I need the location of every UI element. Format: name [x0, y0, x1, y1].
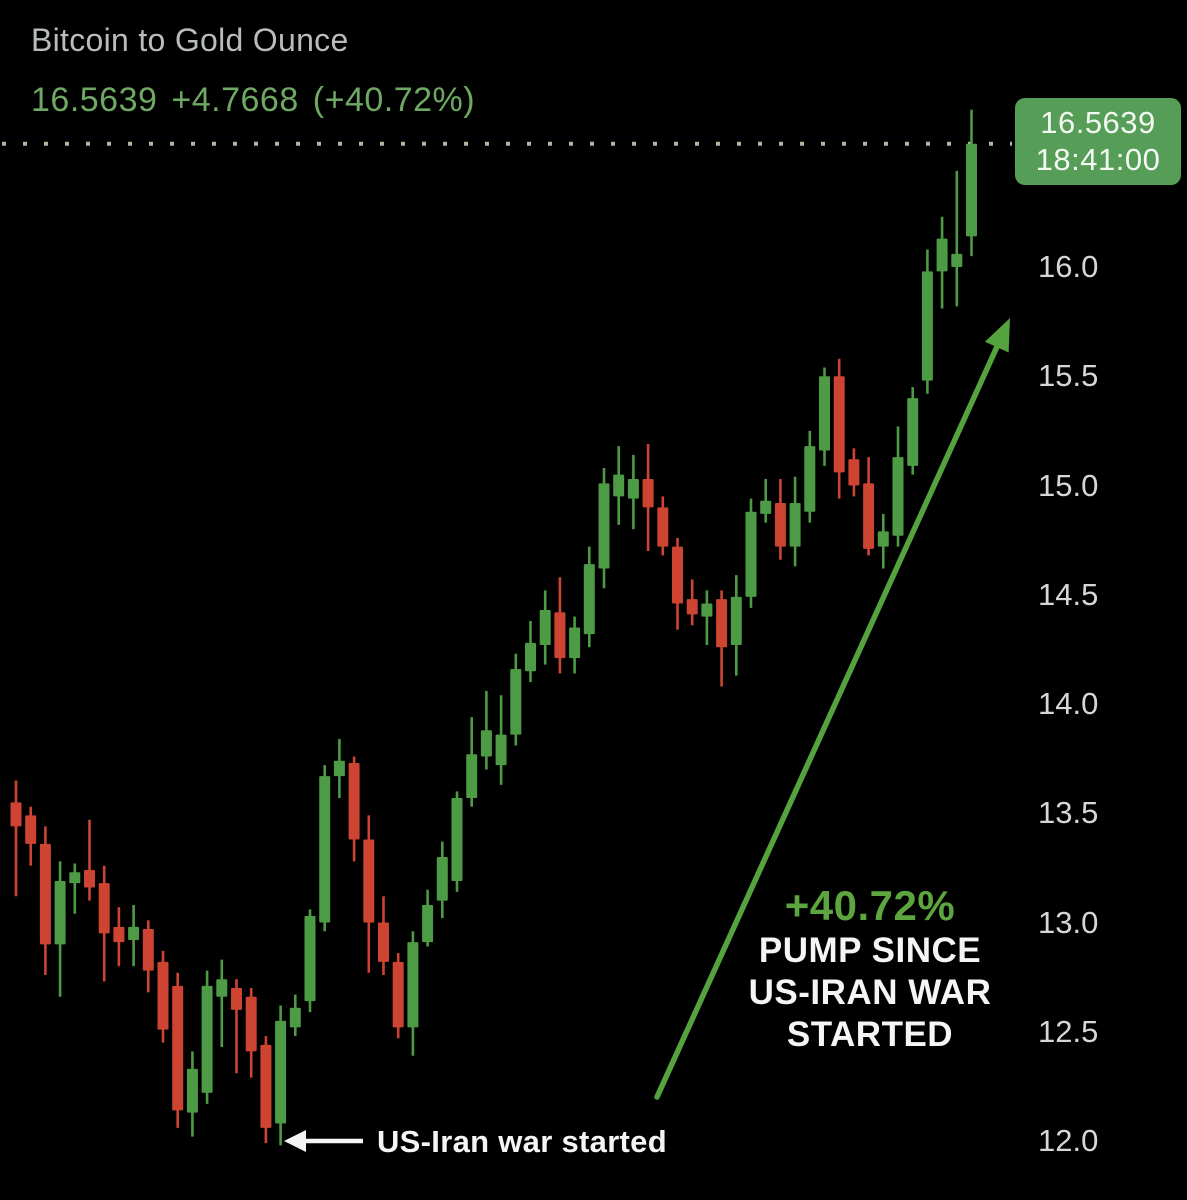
chart-header: Bitcoin to Gold Ounce 16.5639 +4.7668 (+40… [31, 22, 489, 120]
bull-candle-body [804, 446, 816, 512]
bull-candle-body [319, 776, 331, 923]
bull-candle-body [407, 942, 419, 1028]
bear-candle-body [98, 883, 110, 934]
bull-candle-body [186, 1068, 198, 1113]
badge-time: 18:41:00 [1035, 141, 1161, 177]
bear-candle-body [10, 802, 22, 827]
current-price-badge: 16.5639 18:41:00 [1015, 98, 1181, 185]
bear-candle-body [25, 815, 37, 844]
bull-candle-body [289, 1007, 301, 1028]
bull-candle-body [760, 500, 772, 514]
bear-candle-body [260, 1044, 272, 1128]
price-change: +4.7668 [171, 81, 299, 119]
bear-candle-body [157, 961, 169, 1030]
bull-candle-body [275, 1020, 287, 1124]
price-summary: 16.5639 +4.7668 (+40.72%) [31, 81, 489, 120]
trend-arrow-shaft [654, 338, 1003, 1100]
price-change-percent: (+40.72%) [312, 81, 476, 119]
bear-candle-body [686, 599, 698, 615]
pump-line-1: PUMP SINCE [758, 931, 982, 970]
bear-candle-body [231, 988, 242, 1010]
bull-candle-body [598, 483, 610, 569]
bull-candle-body [539, 610, 551, 646]
bull-candle-body [627, 478, 639, 499]
bear-candle-body [348, 762, 360, 840]
bull-candle-body [907, 398, 919, 466]
bear-candle-body [657, 507, 669, 547]
left-arrow-icon [284, 1130, 306, 1152]
bull-candle-body [951, 253, 963, 267]
bull-candle-body [451, 797, 463, 881]
bull-candle-body [701, 603, 713, 617]
symbol-title: Bitcoin to Gold Ounce [31, 22, 349, 58]
bull-candle-body [510, 669, 522, 735]
bear-candle-body [848, 459, 860, 486]
bear-candle-body [672, 546, 683, 604]
bull-candle-body [730, 596, 742, 646]
bull-candle-body [892, 457, 904, 536]
bear-candle-body [774, 502, 786, 547]
pump-line-3: STARTED [786, 1015, 954, 1054]
war-started-label: US-Iran war started [377, 1124, 667, 1159]
bear-candle-body [392, 961, 404, 1028]
bull-candle-body [936, 238, 948, 272]
bull-candle-body [304, 915, 316, 1002]
bull-candle-body [436, 856, 448, 901]
last-price: 16.5639 [31, 81, 158, 119]
bear-candle-body [554, 612, 566, 659]
bull-candle-body [333, 760, 345, 777]
bear-candle-body [833, 376, 845, 473]
bull-candle-body [216, 979, 228, 997]
bull-candle-body [466, 754, 478, 798]
bear-candle-body [245, 996, 257, 1052]
bull-candle-body [128, 926, 140, 940]
pump-annotation: +40.72% PUMP SINCE US-IRAN WAR STARTED [640, 882, 1100, 1056]
bull-candle-body [495, 734, 507, 766]
bull-candle-body [525, 642, 536, 672]
bull-candle-body [789, 502, 801, 547]
bear-candle-body [172, 985, 184, 1111]
pump-percent-text: +40.72% [784, 882, 956, 929]
bear-candle-body [363, 839, 375, 923]
bull-candle-body [480, 730, 492, 757]
bear-candle-body [113, 926, 125, 943]
bull-candle-body [569, 627, 581, 659]
pump-line-2: US-IRAN WAR [748, 973, 992, 1012]
bear-candle-body [39, 843, 51, 945]
bull-candle-body [966, 143, 977, 237]
trend-arrow-head-icon [984, 318, 1010, 353]
bull-candle-body [819, 376, 830, 451]
bull-candle-body [613, 474, 625, 497]
bull-candle-body [745, 511, 757, 597]
bear-candle-body [716, 599, 728, 648]
bull-candle-body [54, 880, 66, 945]
bull-candle-body [201, 985, 213, 1093]
bull-candle-body [921, 271, 933, 381]
bear-candle-body [642, 478, 654, 508]
badge-price: 16.5639 [1040, 104, 1156, 140]
bear-candle-body [378, 922, 389, 962]
bull-candle-body [69, 872, 81, 884]
bear-candle-body [863, 483, 875, 549]
bull-candle-body [583, 564, 595, 635]
bull-candle-body [422, 905, 434, 943]
bull-candle-body [877, 531, 889, 547]
bear-candle-body [84, 870, 95, 888]
bear-candle-body [142, 929, 154, 971]
